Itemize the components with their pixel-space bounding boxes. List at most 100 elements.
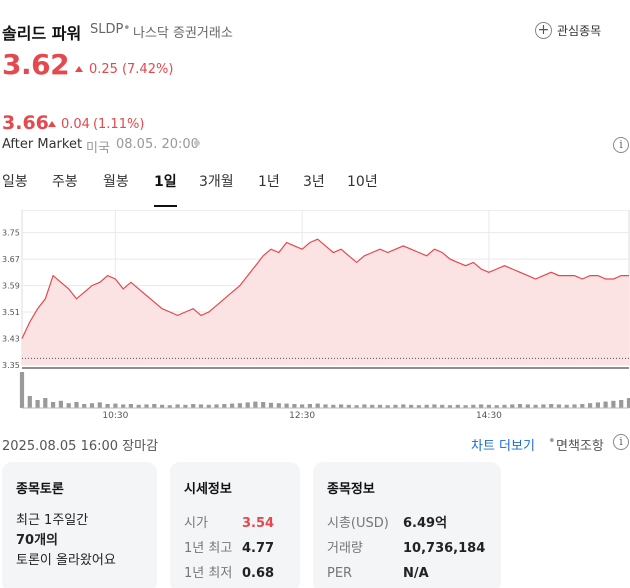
volume-bar bbox=[214, 404, 219, 408]
more-chart-link[interactable]: 차트 더보기 bbox=[471, 439, 535, 454]
up-arrow-icon bbox=[48, 120, 56, 127]
current-price: 3.62 bbox=[2, 48, 70, 81]
volume-bar bbox=[253, 401, 258, 408]
volume-bar bbox=[27, 396, 32, 408]
price-change: 0.25 (7.42%) bbox=[75, 62, 173, 77]
volume-bar bbox=[619, 400, 624, 408]
y-tick-label: 3.51 bbox=[2, 308, 20, 317]
exchange-name: 나스닥 증권거래소 bbox=[133, 26, 233, 41]
card-title: 종목토론 bbox=[16, 482, 64, 497]
volume-bar bbox=[121, 404, 126, 408]
volume-bar bbox=[517, 404, 523, 408]
volume-bar bbox=[447, 405, 453, 408]
tab-period[interactable]: 일봉 bbox=[2, 174, 28, 190]
kv-row: 거래량 10,736,184 bbox=[327, 536, 487, 561]
change-percent: (7.42%) bbox=[121, 62, 174, 77]
volume-bar bbox=[603, 401, 608, 408]
volume-bar bbox=[331, 404, 336, 408]
discussion-text: 토론이 올라왔어요 bbox=[16, 553, 116, 568]
volume-bar bbox=[152, 404, 157, 408]
volume-bar bbox=[292, 404, 297, 408]
volume-bar bbox=[136, 404, 141, 408]
discussion-count-value: 70개의 bbox=[16, 533, 59, 548]
volume-bar bbox=[35, 400, 40, 408]
tab-period[interactable]: 월봉 bbox=[103, 174, 129, 190]
volume-bar bbox=[626, 398, 630, 408]
volume-bar bbox=[276, 403, 281, 408]
card-title: 종목정보 bbox=[327, 482, 375, 497]
info-icon[interactable]: i bbox=[613, 434, 629, 450]
volume-bar bbox=[237, 403, 242, 408]
volume-bar bbox=[323, 404, 328, 408]
volume-bar bbox=[611, 400, 616, 408]
volume-bar bbox=[97, 402, 102, 408]
y-tick-label: 3.35 bbox=[2, 361, 20, 370]
volume-bar bbox=[494, 405, 499, 408]
volume-bar bbox=[502, 404, 507, 408]
volume-bar bbox=[167, 405, 172, 408]
kv-value: N/A bbox=[403, 566, 429, 581]
volume-bar bbox=[19, 372, 25, 408]
x-tick-label: 14:30 bbox=[476, 411, 502, 421]
kv-value: 0.68 bbox=[242, 566, 275, 581]
y-tick-label: 3.67 bbox=[2, 255, 20, 264]
volume-bar bbox=[339, 404, 344, 408]
volume-bar bbox=[377, 404, 383, 408]
separator-dot: • bbox=[548, 434, 556, 449]
volume-bar bbox=[222, 404, 227, 408]
volume-bar bbox=[58, 400, 63, 408]
volume-bar bbox=[510, 404, 515, 408]
volume-bar bbox=[486, 404, 491, 408]
up-arrow-icon bbox=[75, 65, 83, 72]
volume-bar bbox=[549, 404, 554, 408]
change-amount: 0.25 bbox=[89, 62, 118, 77]
tab-period[interactable]: 주봉 bbox=[52, 174, 78, 190]
stock-name: 솔리드 파워 bbox=[2, 24, 82, 43]
after-market-time: 08.05. 20:00 bbox=[116, 137, 199, 152]
tab-period[interactable]: 3년 bbox=[303, 174, 325, 190]
volume-bar bbox=[455, 404, 460, 408]
volume-bar bbox=[82, 404, 87, 408]
discussion-count: 70개의 bbox=[16, 531, 143, 551]
stock-info-card[interactable]: 종목정보 시총(USD) 6.49억 거래량 10,736,184 PER N/… bbox=[313, 462, 501, 588]
disclaimer-link[interactable]: 면책조항 bbox=[556, 439, 604, 454]
add-watchlist-button[interactable]: + 관심종목 bbox=[535, 20, 601, 40]
volume-bar bbox=[440, 404, 445, 408]
volume-bar bbox=[346, 404, 351, 408]
volume-bar bbox=[533, 404, 538, 408]
volume-bar bbox=[66, 403, 71, 408]
volume-bar bbox=[409, 404, 414, 408]
kv-label: PER bbox=[327, 566, 353, 581]
discussion-card[interactable]: 종목토론 최근 1주일간 70개의 토론이 올라왔어요 bbox=[2, 462, 157, 588]
volume-bar bbox=[206, 404, 211, 408]
volume-bar bbox=[556, 404, 561, 408]
volume-bar bbox=[230, 403, 235, 408]
y-tick-label: 3.75 bbox=[2, 229, 20, 238]
volume-bar bbox=[315, 403, 320, 408]
tab-period[interactable]: 1년 bbox=[258, 174, 280, 190]
tab-period[interactable]: 10년 bbox=[347, 174, 378, 190]
market-close-time: 2025.08.05 16:00 장마감 bbox=[2, 439, 159, 454]
kv-value: 3.54 bbox=[242, 516, 275, 531]
quote-info-card[interactable]: 시세정보 시가 3.54 1년 최고 4.77 1년 최저 0.68 bbox=[170, 462, 300, 588]
kv-row: 1년 최고 4.77 bbox=[184, 536, 286, 561]
volume-bar bbox=[268, 402, 274, 408]
volume-bar bbox=[370, 404, 375, 408]
volume-bar bbox=[362, 404, 367, 408]
price-chart: 3.75 3.67 3.59 3.51 3.43 3.35 10:30 12:30 14:30 bbox=[2, 210, 630, 421]
tab-period[interactable]: 1일 bbox=[154, 171, 177, 207]
volume-bar bbox=[51, 402, 56, 408]
price-line bbox=[21, 238, 629, 339]
volume-bar bbox=[572, 404, 577, 408]
kv-label: 1년 최고 bbox=[184, 541, 233, 556]
volume-bar bbox=[261, 402, 266, 408]
volume-bar bbox=[354, 405, 359, 408]
discussion-period: 최근 1주일간 bbox=[16, 513, 89, 528]
info-icon[interactable]: i bbox=[613, 137, 629, 153]
tab-period[interactable]: 3개월 bbox=[199, 174, 234, 190]
after-market-price: 3.66 bbox=[2, 112, 49, 134]
kv-value: 10,736,184 bbox=[403, 541, 486, 556]
kv-label: 거래량 bbox=[327, 541, 363, 556]
status-dot-icon bbox=[194, 140, 200, 146]
kv-row: 시총(USD) 6.49억 bbox=[327, 511, 487, 536]
